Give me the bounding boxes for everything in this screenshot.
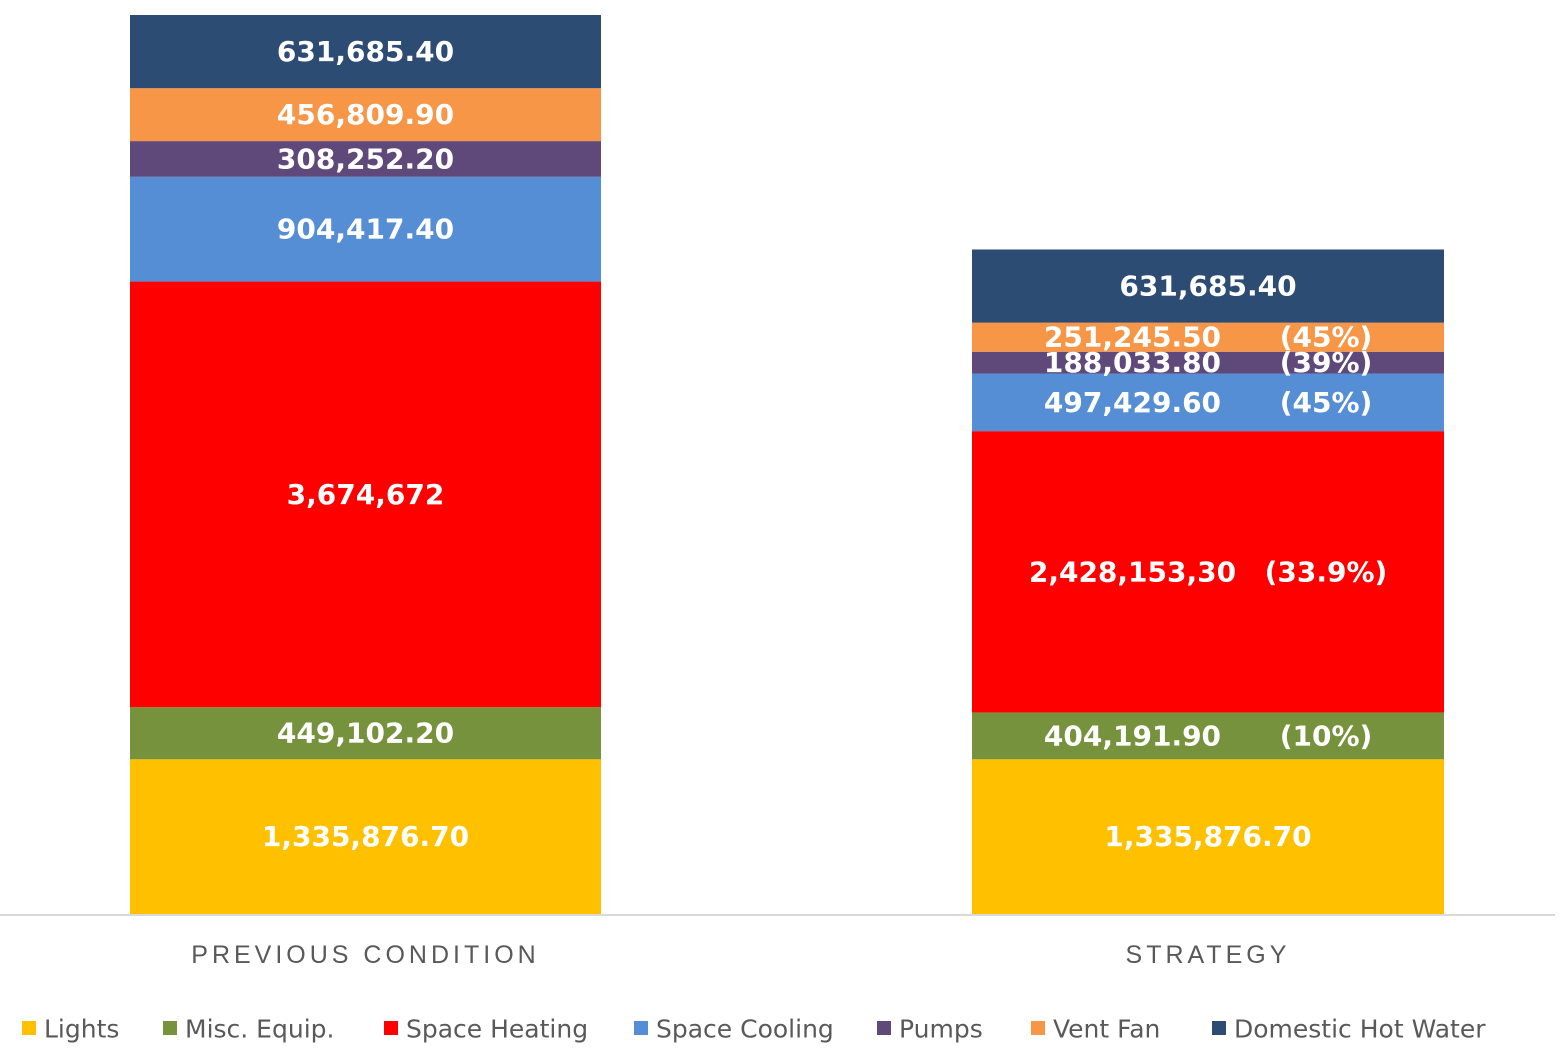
data-label-vent-fan-previous-condition: 456,809.90 bbox=[277, 98, 454, 131]
pct-label-space-heating-strategy: (33.9%) bbox=[1265, 555, 1388, 588]
bar-segment-space-cooling-previous-condition bbox=[130, 176, 601, 282]
legend-swatch-misc-equip bbox=[163, 1021, 177, 1035]
legend-swatch-domestic-hot-water bbox=[1212, 1021, 1226, 1035]
legend-label-misc-equip: Misc. Equip. bbox=[185, 1015, 334, 1044]
bar-segment-space-heating-previous-condition bbox=[130, 281, 601, 708]
bars-group bbox=[130, 15, 1444, 914]
bar-segment-pumps-strategy bbox=[972, 351, 1444, 374]
bar-segment-space-cooling-strategy bbox=[972, 373, 1444, 432]
data-label-space-heating-strategy: 2,428,153,30 bbox=[1029, 555, 1236, 588]
data-label-space-cooling-previous-condition: 904,417.40 bbox=[277, 213, 454, 246]
bar-segment-vent-fan-strategy bbox=[972, 322, 1444, 352]
data-label-vent-fan-strategy: 251,245.50 bbox=[1044, 321, 1221, 354]
legend-label-vent-fan: Vent Fan bbox=[1053, 1015, 1160, 1044]
bar-segment-vent-fan-previous-condition bbox=[130, 88, 601, 142]
bar-segment-lights-strategy bbox=[972, 759, 1444, 914]
legend-swatch-pumps bbox=[877, 1021, 891, 1035]
category-label-strategy: STRATEGY bbox=[1126, 941, 1291, 969]
legend-swatch-vent-fan bbox=[1031, 1021, 1045, 1035]
legend-label-space-cooling: Space Cooling bbox=[656, 1015, 834, 1044]
legend-swatch-space-heating bbox=[384, 1021, 398, 1035]
legend-label-space-heating: Space Heating bbox=[406, 1015, 588, 1044]
category-label-previous-condition: PREVIOUS CONDITION bbox=[191, 941, 539, 969]
pct-label-misc-equip-strategy: (10%) bbox=[1280, 719, 1373, 752]
data-label-misc-equip-strategy: 404,191.90 bbox=[1044, 719, 1221, 752]
legend-label-lights: Lights bbox=[44, 1015, 119, 1044]
data-label-pumps-strategy: 188,033.80 bbox=[1044, 346, 1221, 379]
data-label-space-heating-previous-condition: 3,674,672 bbox=[287, 478, 445, 511]
pct-label-vent-fan-strategy: (45%) bbox=[1280, 321, 1373, 354]
segment-labels-group: 1,335,876.70 449,102.20 3,674,672 904,417.4… bbox=[262, 35, 1388, 853]
data-label-lights-strategy: 1,335,876.70 bbox=[1104, 820, 1311, 853]
legend-swatch-space-cooling bbox=[634, 1021, 648, 1035]
legend: Lights Misc. Equip. Space Heating Space Coo… bbox=[22, 1015, 1486, 1044]
data-label-misc-equip-previous-condition: 449,102.20 bbox=[277, 717, 454, 750]
data-label-domestic-hot-water-previous-condition: 631,685.40 bbox=[277, 35, 454, 68]
bar-segment-misc-equip-previous-condition bbox=[130, 707, 601, 760]
bar-segment-pumps-previous-condition bbox=[130, 141, 601, 177]
data-label-lights-previous-condition: 1,335,876.70 bbox=[262, 820, 469, 853]
bar-segment-domestic-hot-water-strategy bbox=[972, 249, 1444, 323]
bar-segment-space-heating-strategy bbox=[972, 431, 1444, 713]
data-label-pumps-previous-condition: 308,252.20 bbox=[277, 142, 454, 175]
bar-segment-domestic-hot-water-previous-condition bbox=[130, 15, 601, 89]
legend-label-domestic-hot-water: Domestic Hot Water bbox=[1234, 1015, 1486, 1044]
category-labels-group: PREVIOUS CONDITION STRATEGY bbox=[191, 941, 1291, 969]
data-label-space-cooling-strategy: 497,429.60 bbox=[1044, 386, 1221, 419]
pct-label-space-cooling-strategy: (45%) bbox=[1280, 386, 1373, 419]
legend-label-pumps: Pumps bbox=[899, 1015, 983, 1044]
legend-swatch-lights bbox=[22, 1021, 36, 1035]
bar-segment-misc-equip-strategy bbox=[972, 712, 1444, 760]
pct-label-pumps-strategy: (39%) bbox=[1280, 346, 1373, 379]
bar-segment-lights-previous-condition bbox=[130, 759, 601, 914]
data-label-domestic-hot-water-strategy: 631,685.40 bbox=[1119, 270, 1296, 303]
